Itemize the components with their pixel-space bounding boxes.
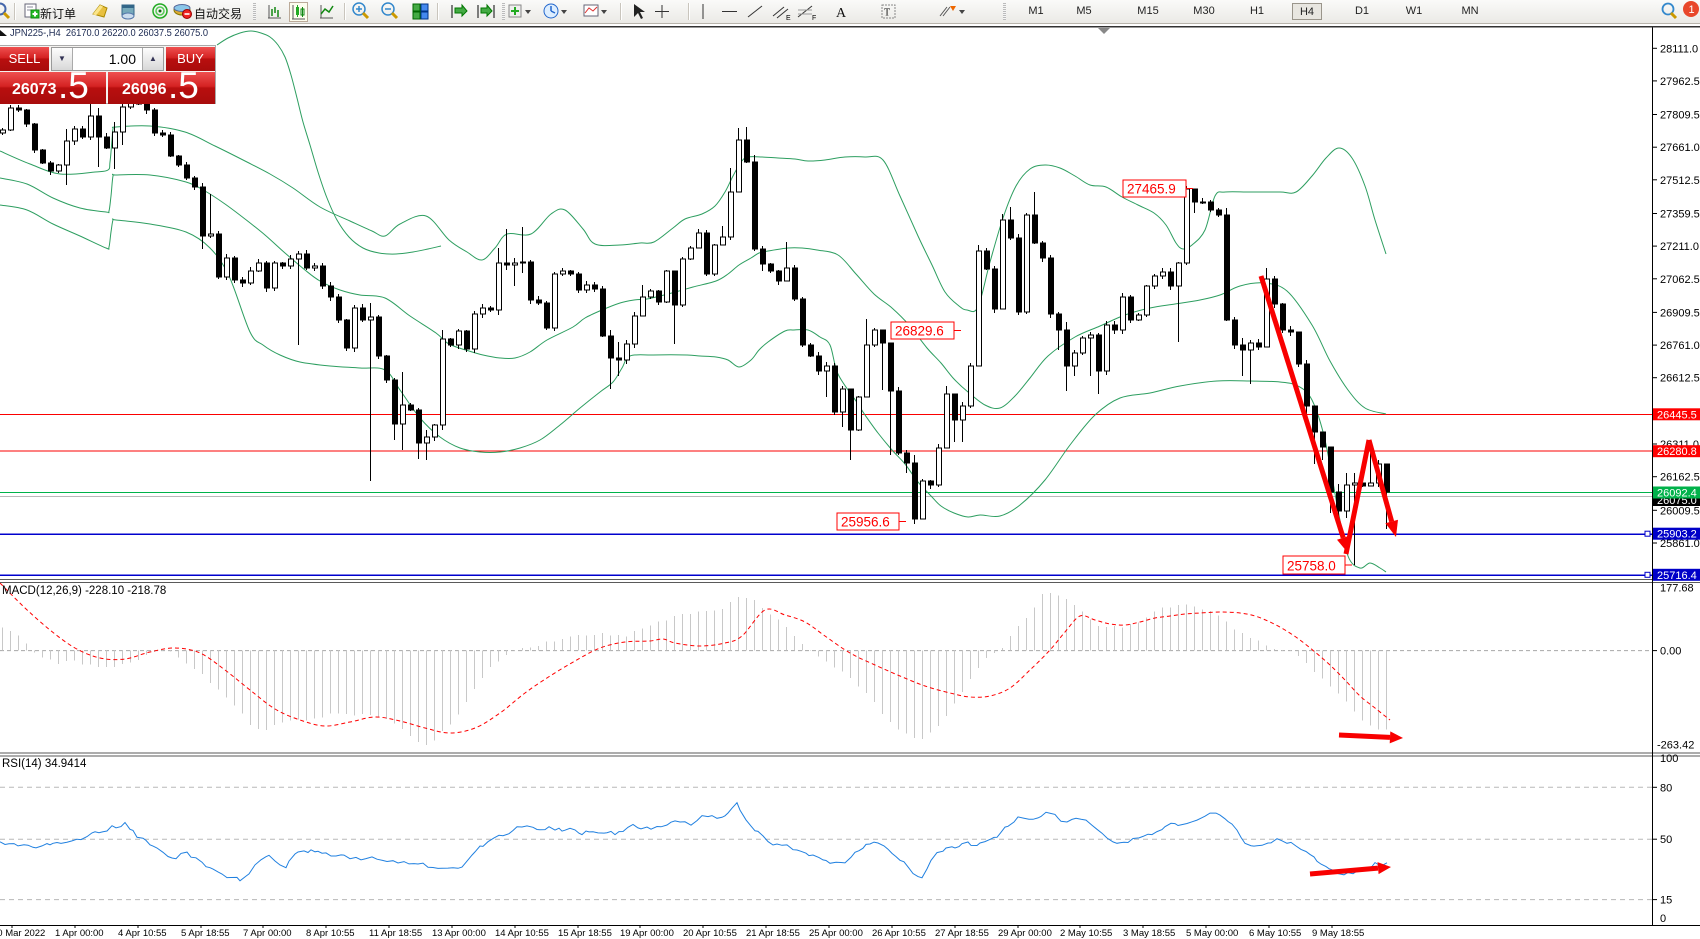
svg-text:20 Apr 10:55: 20 Apr 10:55: [683, 928, 737, 939]
svg-text:8 Apr 10:55: 8 Apr 10:55: [306, 928, 355, 939]
svg-text:7 Apr 00:00: 7 Apr 00:00: [243, 928, 292, 939]
svg-text:26280.8: 26280.8: [1657, 446, 1697, 458]
svg-text:25758.0: 25758.0: [1287, 559, 1336, 574]
svg-text:27211.0: 27211.0: [1660, 241, 1699, 253]
svg-text:27062.5: 27062.5: [1660, 274, 1700, 286]
svg-text:21 Apr 18:55: 21 Apr 18:55: [746, 928, 800, 939]
svg-text:26445.5: 26445.5: [1657, 409, 1697, 421]
svg-text:26162.5: 26162.5: [1660, 472, 1700, 484]
svg-text:25956.6: 25956.6: [841, 515, 890, 530]
svg-text:25 Apr 00:00: 25 Apr 00:00: [809, 928, 863, 939]
svg-text:80: 80: [1660, 782, 1672, 794]
svg-text:0: 0: [1660, 913, 1666, 925]
svg-text:25903.2: 25903.2: [1657, 529, 1697, 541]
svg-text:50: 50: [1660, 834, 1672, 846]
svg-text:27 Apr 18:55: 27 Apr 18:55: [935, 928, 989, 939]
svg-text:29 Apr 00:00: 29 Apr 00:00: [998, 928, 1052, 939]
svg-text:27465.9: 27465.9: [1127, 182, 1176, 197]
svg-text:26909.5: 26909.5: [1660, 307, 1700, 319]
svg-text:6 May 10:55: 6 May 10:55: [1249, 928, 1301, 939]
svg-text:27661.0: 27661.0: [1660, 142, 1700, 154]
svg-text:100: 100: [1660, 753, 1678, 765]
svg-text:25861.0: 25861.0: [1660, 538, 1700, 550]
svg-text:26 Apr 10:55: 26 Apr 10:55: [872, 928, 926, 939]
svg-text:9 May 18:55: 9 May 18:55: [1312, 928, 1364, 939]
svg-text:1 Apr 00:00: 1 Apr 00:00: [55, 928, 104, 939]
svg-text:T: T: [884, 8, 890, 19]
svg-text:1: 1: [1689, 4, 1695, 16]
svg-text:26009.5: 26009.5: [1660, 505, 1700, 517]
svg-text:0.00: 0.00: [1660, 646, 1681, 658]
svg-text:28111.0: 28111.0: [1660, 43, 1698, 55]
svg-text:A: A: [836, 6, 847, 21]
svg-text:11 Apr 18:55: 11 Apr 18:55: [369, 928, 422, 939]
svg-text:-263.42: -263.42: [1657, 740, 1694, 752]
svg-text:MACD(12,26,9) -228.10 -218.78: MACD(12,26,9) -228.10 -218.78: [2, 585, 166, 597]
svg-text:26829.6: 26829.6: [895, 324, 944, 339]
svg-text:F: F: [812, 15, 816, 22]
svg-text:15: 15: [1660, 895, 1672, 907]
svg-text:177.68: 177.68: [1660, 583, 1694, 595]
svg-text:27512.5: 27512.5: [1660, 175, 1700, 187]
svg-text:RSI(14) 34.9414: RSI(14) 34.9414: [2, 758, 87, 770]
svg-text:2 May 10:55: 2 May 10:55: [1060, 928, 1112, 939]
svg-text:3 May 18:55: 3 May 18:55: [1123, 928, 1175, 939]
svg-text:27962.5: 27962.5: [1660, 76, 1700, 88]
svg-text:13 Apr 00:00: 13 Apr 00:00: [432, 928, 486, 939]
svg-text:4 Apr 10:55: 4 Apr 10:55: [118, 928, 167, 939]
svg-text:25716.4: 25716.4: [1657, 570, 1697, 582]
svg-text:5 May 00:00: 5 May 00:00: [1186, 928, 1238, 939]
svg-text:5 Apr 18:55: 5 Apr 18:55: [181, 928, 230, 939]
svg-text:26612.5: 26612.5: [1660, 373, 1700, 385]
svg-text:E: E: [786, 15, 791, 22]
svg-text:30 Mar 2022: 30 Mar 2022: [0, 928, 45, 939]
svg-text:27809.5: 27809.5: [1660, 110, 1700, 122]
svg-text:26092.4: 26092.4: [1657, 488, 1697, 500]
svg-text:15 Apr 18:55: 15 Apr 18:55: [558, 928, 612, 939]
svg-text:19 Apr 00:00: 19 Apr 00:00: [620, 928, 674, 939]
svg-text:27359.5: 27359.5: [1660, 209, 1700, 221]
svg-text:26761.0: 26761.0: [1660, 340, 1700, 352]
svg-text:14 Apr 10:55: 14 Apr 10:55: [495, 928, 549, 939]
